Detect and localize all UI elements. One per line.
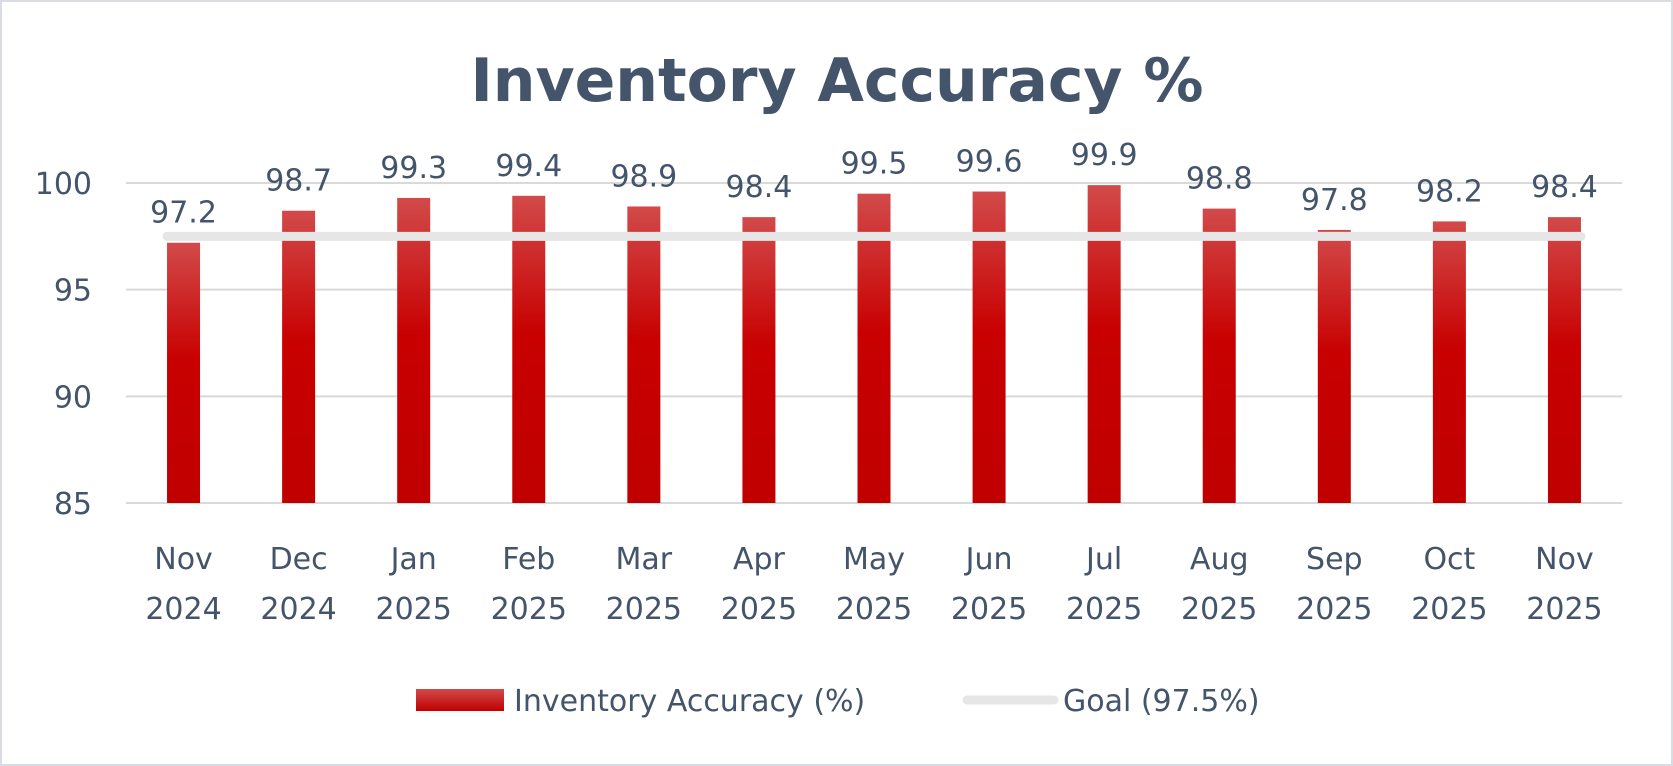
y-tick-label: 85 xyxy=(54,487,92,522)
x-tick-label-month: Feb xyxy=(502,542,555,577)
x-tick-label-year: 2024 xyxy=(260,592,336,627)
bar xyxy=(397,197,431,503)
x-tick-label-month: Aug xyxy=(1190,542,1249,577)
x-tick-label-year: 2024 xyxy=(145,592,221,627)
bar xyxy=(627,206,661,503)
x-tick-label-month: Jan xyxy=(389,542,437,577)
legend-label-inventory-accuracy: Inventory Accuracy (%) xyxy=(514,684,865,719)
data-label: 99.9 xyxy=(1071,138,1138,173)
data-label: 97.8 xyxy=(1301,183,1368,218)
x-tick-label-month: Jun xyxy=(964,542,1013,577)
legend: Inventory Accuracy (%) Goal (97.5%) xyxy=(416,684,1260,719)
x-tick-label-year: 2025 xyxy=(721,592,797,627)
x-tick-label-year: 2025 xyxy=(376,592,452,627)
x-tick-label-month: May xyxy=(843,542,905,577)
data-label: 98.9 xyxy=(610,159,677,194)
x-tick-label-month: Nov xyxy=(1535,542,1594,577)
x-tick-label-year: 2025 xyxy=(1411,592,1487,627)
x-tick-label-month: Nov xyxy=(154,542,213,577)
bar-series xyxy=(167,185,1581,504)
x-tick-label-month: Mar xyxy=(616,542,673,577)
chart-title: Inventory Accuracy % xyxy=(470,46,1203,116)
x-tick-label-year: 2025 xyxy=(606,592,682,627)
x-tick-label-year: 2025 xyxy=(1296,592,1372,627)
x-tick-label-year: 2025 xyxy=(1066,592,1142,627)
x-tick-label-year: 2025 xyxy=(491,592,567,627)
bar xyxy=(1202,208,1236,503)
data-label: 97.2 xyxy=(150,196,217,231)
bar xyxy=(972,191,1006,504)
x-tick-label-month: Apr xyxy=(733,542,786,577)
x-tick-label-year: 2025 xyxy=(1526,592,1602,627)
data-label: 99.5 xyxy=(841,147,908,182)
bar xyxy=(857,193,891,503)
x-tick-label-month: Jul xyxy=(1084,542,1122,577)
bar xyxy=(282,210,316,503)
x-tick-label-month: Oct xyxy=(1423,542,1475,577)
bar xyxy=(742,217,776,503)
x-axis-categories: Nov 2024 Dec 2024 Jan 2025 Feb 2025 Mar 2025 Apr 20… xyxy=(145,542,1602,627)
y-tick-label: 95 xyxy=(54,274,92,309)
data-label: 99.3 xyxy=(380,151,447,186)
x-tick-label-year: 2025 xyxy=(951,592,1027,627)
legend-label-goal: Goal (97.5%) xyxy=(1063,684,1260,719)
x-tick-label-month: Dec xyxy=(270,542,328,577)
bar xyxy=(1547,217,1581,503)
y-tick-label: 100 xyxy=(35,167,92,202)
y-tick-label: 90 xyxy=(54,380,92,415)
data-label: 98.7 xyxy=(265,164,332,199)
x-tick-label-month: Sep xyxy=(1306,542,1363,577)
bar xyxy=(512,195,546,504)
x-tick-label-year: 2025 xyxy=(1181,592,1257,627)
data-label: 98.8 xyxy=(1186,162,1253,197)
data-label: 98.4 xyxy=(1531,170,1598,205)
legend-swatch-inventory-accuracy xyxy=(416,689,504,711)
data-label: 99.4 xyxy=(495,149,562,184)
data-label: 99.6 xyxy=(956,145,1023,180)
bar xyxy=(1317,229,1351,503)
data-labels: 97.2 98.7 99.3 99.4 98.9 98.4 99.5 99.6 99.9 98.8… xyxy=(150,138,1598,231)
x-tick-label-year: 2025 xyxy=(836,592,912,627)
bar xyxy=(1432,221,1466,503)
bar xyxy=(167,242,201,503)
y-axis-ticks: 85 90 95 100 xyxy=(35,167,92,522)
data-label: 98.2 xyxy=(1416,174,1483,209)
data-label: 98.4 xyxy=(726,170,793,205)
